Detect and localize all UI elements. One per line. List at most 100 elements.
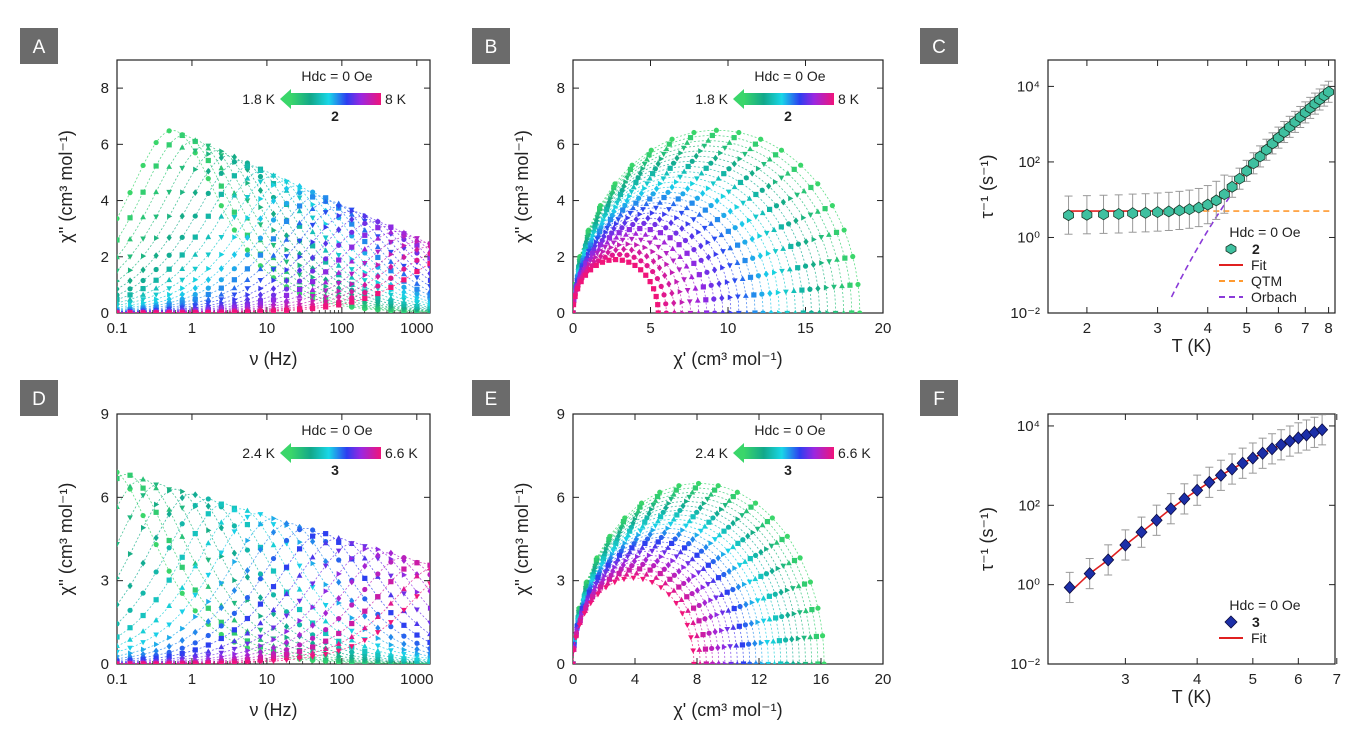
- data-point: [1214, 468, 1227, 482]
- data-point: [192, 640, 198, 646]
- data-point: [680, 145, 687, 151]
- data-point: [573, 635, 579, 641]
- data-point: [179, 252, 185, 258]
- data-point: [721, 551, 727, 558]
- data-point: [193, 613, 199, 620]
- data-point: [670, 258, 677, 264]
- y-tick-label: 10⁻²: [1010, 305, 1040, 322]
- data-point: [401, 293, 408, 300]
- data-point: [753, 660, 759, 664]
- data-point: [323, 256, 329, 262]
- data-point: [673, 601, 680, 607]
- y-tick-label: 3: [101, 573, 109, 590]
- x-tick-label: 1: [188, 320, 196, 337]
- data-point: [153, 509, 159, 515]
- data-point: [127, 296, 133, 302]
- data-point: [705, 239, 711, 246]
- data-point: [608, 572, 614, 578]
- data-point: [649, 210, 656, 216]
- data-point: [283, 652, 290, 658]
- y-tick-label: 9: [101, 406, 109, 423]
- data-point: [1191, 483, 1204, 497]
- fit-curve: [573, 500, 800, 664]
- data-point: [296, 298, 303, 304]
- data-point: [218, 524, 224, 532]
- data-point: [362, 213, 368, 220]
- y-tick-label: 0: [557, 656, 565, 673]
- data-point: [427, 649, 430, 657]
- data-point: [153, 266, 159, 273]
- data-point: [747, 274, 754, 280]
- legend-t-high: 6.6 K: [385, 445, 418, 461]
- data-point: [665, 544, 671, 550]
- data-point: [716, 280, 722, 288]
- data-point: [205, 632, 211, 639]
- data-point: [803, 238, 809, 246]
- data-point: [127, 645, 133, 651]
- data-point: [375, 294, 381, 300]
- data-point: [362, 272, 368, 278]
- data-point: [778, 588, 784, 596]
- data-point: [219, 553, 225, 560]
- data-point: [218, 170, 224, 176]
- data-point: [323, 558, 329, 565]
- data-point: [427, 581, 430, 587]
- data-point: [613, 221, 620, 227]
- data-point: [335, 548, 342, 554]
- data-point: [388, 641, 394, 648]
- data-point: [283, 218, 290, 225]
- data-point: [257, 546, 264, 553]
- data-point: [624, 252, 630, 258]
- data-point: [727, 245, 734, 251]
- data-point: [231, 285, 238, 291]
- panel-badge: [472, 28, 510, 64]
- data-point: [401, 297, 407, 303]
- data-point: [153, 534, 159, 542]
- x-tick-label: 1000: [400, 320, 433, 337]
- data-point: [141, 524, 147, 531]
- data-point: [594, 250, 601, 257]
- data-point: [362, 295, 368, 301]
- data-point: [117, 541, 120, 548]
- data-point: [677, 174, 683, 180]
- legend-compound: 3: [331, 462, 339, 478]
- data-point: [192, 592, 199, 599]
- data-point: [257, 265, 264, 272]
- data-point: [296, 203, 303, 209]
- data-point: [598, 252, 604, 260]
- data-point: [244, 175, 251, 181]
- data-point: [414, 268, 420, 275]
- data-point: [388, 651, 394, 657]
- data-point: [179, 533, 186, 539]
- data-point: [743, 601, 749, 608]
- data-point: [323, 588, 329, 595]
- data-point: [374, 630, 381, 636]
- data-point: [349, 244, 355, 250]
- data-point: [180, 285, 186, 292]
- data-point: [167, 213, 173, 220]
- data-point: [740, 537, 746, 543]
- data-point: [689, 556, 696, 562]
- data-point: [581, 611, 588, 617]
- data-point: [680, 310, 686, 313]
- data-point: [743, 508, 750, 514]
- data-point: [231, 209, 237, 215]
- data-point: [698, 257, 704, 263]
- data-point: [639, 544, 646, 550]
- data-point: [283, 307, 290, 313]
- data-point: [640, 561, 646, 567]
- data-point: [708, 160, 714, 166]
- data-point: [778, 175, 785, 181]
- data-point: [166, 510, 172, 518]
- y-tick-label: 8: [557, 80, 565, 97]
- data-point: [666, 500, 672, 507]
- data-point: [636, 248, 642, 256]
- data-point: [270, 297, 277, 303]
- data-point: [642, 185, 648, 192]
- data-point: [588, 596, 595, 603]
- data-point: [620, 518, 627, 525]
- data-point: [604, 206, 610, 212]
- data-point: [401, 266, 407, 272]
- data-point: [626, 567, 632, 573]
- data-point: [768, 543, 775, 549]
